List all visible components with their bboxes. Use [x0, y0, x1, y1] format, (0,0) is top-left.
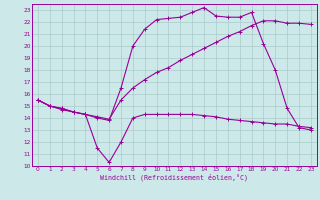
X-axis label: Windchill (Refroidissement éolien,°C): Windchill (Refroidissement éolien,°C) [100, 174, 248, 181]
